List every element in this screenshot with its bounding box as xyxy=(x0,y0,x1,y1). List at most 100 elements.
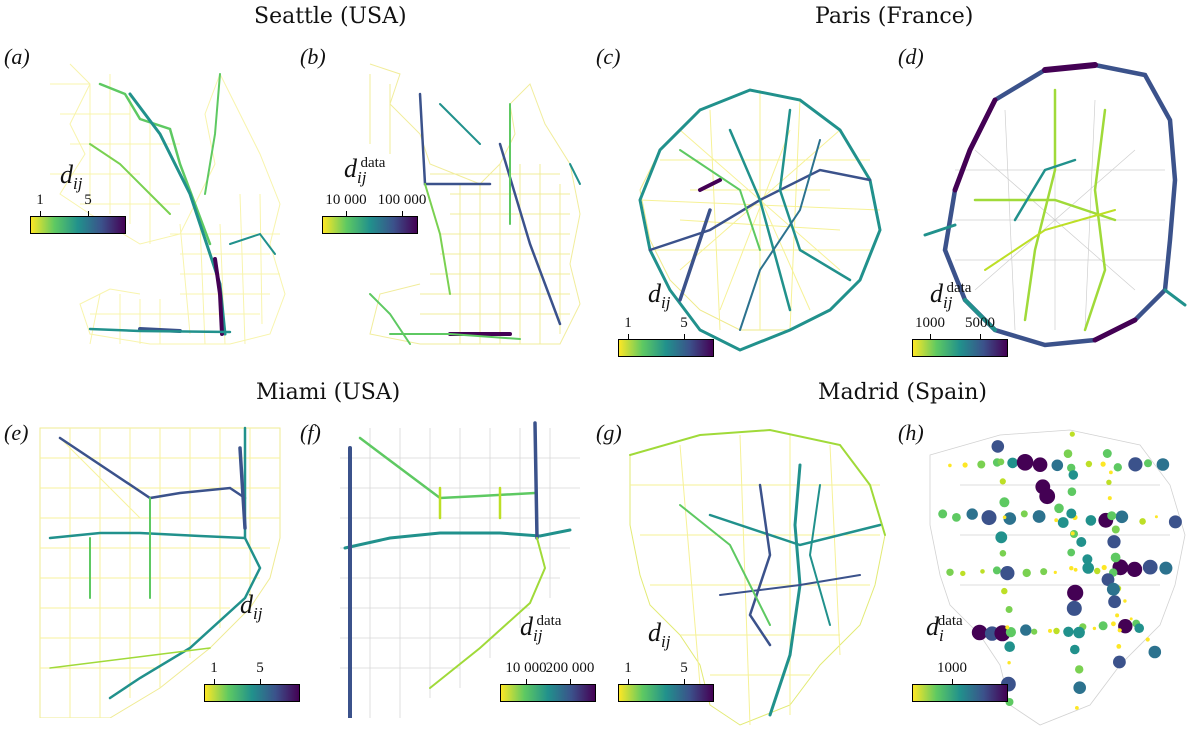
colorbar-g-symbol: dij xyxy=(648,618,670,652)
station-marker xyxy=(1016,454,1034,471)
colorbar-c-tick-2: 5 xyxy=(680,315,688,331)
station-marker xyxy=(1001,587,1008,595)
colorbar-f-sub: ij xyxy=(533,626,543,645)
map-paris-data xyxy=(923,62,1187,348)
colorbar-c: dij 1 5 xyxy=(618,275,718,360)
colorbar-g-tick-1: 1 xyxy=(624,660,632,676)
station-marker xyxy=(1101,573,1115,586)
station-marker xyxy=(1054,503,1064,514)
station-marker xyxy=(1115,510,1129,524)
colorbar-a-gradient xyxy=(30,216,126,234)
station-marker xyxy=(1116,644,1122,649)
panel-label-b: (b) xyxy=(300,44,326,69)
colorbar-b-tickmark-2 xyxy=(402,211,403,217)
station-marker xyxy=(1107,535,1121,549)
colorbar-d-tickmark-2 xyxy=(980,334,981,340)
station-marker xyxy=(1113,655,1126,669)
station-markers xyxy=(938,431,1182,710)
station-marker xyxy=(1054,518,1059,523)
station-marker xyxy=(1107,496,1112,501)
station-marker xyxy=(1039,488,1056,505)
map-madrid-data xyxy=(929,429,1186,726)
colorbar-e-gradient xyxy=(204,684,300,702)
station-marker xyxy=(1142,559,1158,575)
station-marker xyxy=(1067,584,1084,601)
station-marker xyxy=(981,510,997,526)
colorbar-d-tick-2: 5000 xyxy=(965,315,995,331)
panel-label-g: (g) xyxy=(596,420,622,445)
station-marker xyxy=(1032,457,1048,472)
colorbar-b-symbol: dijdata xyxy=(344,154,385,188)
panel-label-h: (h) xyxy=(898,420,924,445)
station-marker xyxy=(1101,564,1107,571)
colorbar-f-symbol: dijdata xyxy=(520,612,561,646)
station-marker xyxy=(1098,621,1108,631)
colorbar-h-sup: data xyxy=(937,613,963,629)
colorbar-e-tick-2: 5 xyxy=(256,660,264,676)
station-marker xyxy=(1094,567,1101,575)
colorbar-a-tick-1: 1 xyxy=(36,192,44,208)
colorbar-d-tick-1: 1000 xyxy=(915,315,945,331)
title-madrid: Madrid (Spain) xyxy=(818,380,987,405)
station-marker xyxy=(1066,600,1082,616)
colorbar-b: dijdata 10 000 100 000 xyxy=(322,150,452,240)
station-marker xyxy=(1134,623,1144,633)
station-marker xyxy=(1111,621,1116,627)
colorbar-c-sub: ij xyxy=(661,293,671,312)
station-marker xyxy=(1068,470,1079,480)
colorbar-c-gradient xyxy=(618,339,714,357)
colorbar-b-tick-1: 10 000 xyxy=(325,192,367,208)
station-marker xyxy=(1069,431,1075,437)
station-marker xyxy=(1139,518,1146,525)
colorbar-h-tick-1: 1000 xyxy=(937,660,967,676)
colorbar-e: dij 1 5 xyxy=(204,590,304,702)
station-marker xyxy=(948,463,952,468)
colorbar-e-symbol: dij xyxy=(240,590,262,624)
colorbar-h-sub: i xyxy=(939,626,944,645)
station-marker xyxy=(1075,706,1079,710)
station-marker xyxy=(1154,515,1158,519)
colorbar-d-sub: ij xyxy=(943,293,953,312)
station-marker xyxy=(1113,463,1122,472)
colorbar-g-tick-2: 5 xyxy=(680,660,688,676)
station-marker xyxy=(938,509,948,519)
station-marker xyxy=(1040,568,1048,576)
colorbar-c-symbol: dij xyxy=(648,279,670,313)
station-marker xyxy=(999,478,1006,485)
station-marker xyxy=(1022,568,1031,578)
colorbar-b-sub: ij xyxy=(357,168,367,187)
colorbar-b-tickmark-1 xyxy=(346,211,347,217)
colorbar-a-symbol: dij xyxy=(60,160,82,194)
station-marker xyxy=(1053,627,1060,635)
station-marker xyxy=(1067,463,1076,473)
map-seattle-model xyxy=(50,63,286,345)
station-marker xyxy=(1004,641,1015,652)
station-marker xyxy=(1007,661,1011,665)
station-marker xyxy=(1031,628,1038,635)
station-marker xyxy=(999,550,1007,557)
panel-label-e: (e) xyxy=(4,420,29,445)
colorbar-e-sub: ij xyxy=(253,604,263,623)
colorbar-a: dij 1 5 xyxy=(30,160,130,240)
station-marker xyxy=(1076,537,1087,547)
station-marker xyxy=(1159,561,1173,575)
panel-label-c: (c) xyxy=(596,44,621,69)
station-marker xyxy=(1069,566,1074,571)
map-miami-model xyxy=(39,426,281,718)
station-marker xyxy=(1020,624,1032,636)
panel-label-d: (d) xyxy=(898,44,924,69)
colorbar-a-sub: ij xyxy=(73,174,83,193)
station-marker xyxy=(999,497,1010,508)
station-marker xyxy=(966,508,978,520)
colorbar-c-tickmark-1 xyxy=(628,334,629,340)
station-marker xyxy=(991,440,1005,453)
title-miami: Miami (USA) xyxy=(256,380,401,405)
colorbar-e-tickmark-2 xyxy=(260,679,261,685)
colorbar-c-tick-1: 1 xyxy=(624,315,632,331)
station-marker xyxy=(977,460,986,469)
station-marker xyxy=(1144,459,1152,468)
station-marker xyxy=(1107,511,1117,521)
station-marker xyxy=(1005,625,1010,630)
station-marker xyxy=(1085,515,1097,526)
colorbar-f-sup: data xyxy=(536,613,562,629)
